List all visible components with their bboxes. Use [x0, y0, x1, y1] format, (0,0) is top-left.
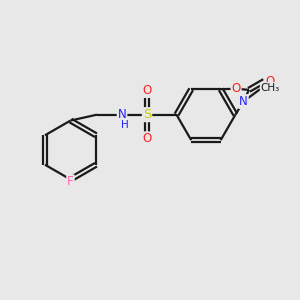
- Text: H: H: [121, 120, 128, 130]
- Text: O: O: [142, 84, 152, 97]
- Text: F: F: [67, 175, 74, 188]
- Text: N: N: [118, 108, 126, 121]
- Text: O: O: [142, 132, 152, 145]
- Text: N: N: [239, 95, 248, 108]
- Text: O: O: [232, 82, 241, 95]
- Text: S: S: [143, 108, 151, 121]
- Text: O: O: [265, 74, 274, 88]
- Text: CH₃: CH₃: [261, 83, 280, 93]
